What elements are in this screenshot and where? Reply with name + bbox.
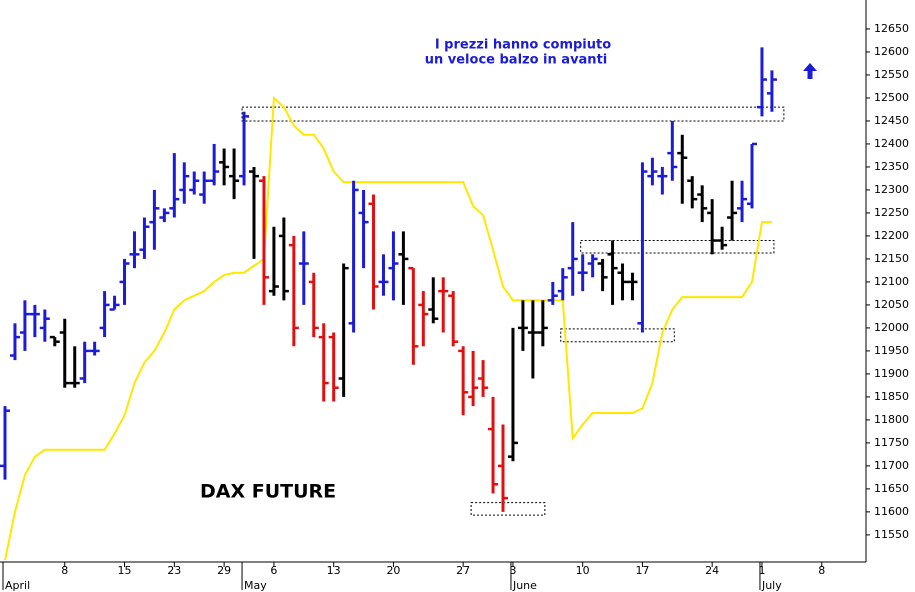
x-tick-label: 23 bbox=[167, 564, 181, 577]
chart-title: DAX FUTURE bbox=[200, 481, 336, 503]
y-tick-label: 12600 bbox=[874, 45, 909, 58]
x-tick-label: 10 bbox=[576, 564, 590, 577]
y-tick-label: 11650 bbox=[874, 482, 909, 495]
y-tick-label: 12350 bbox=[874, 160, 909, 173]
overlay-line bbox=[4, 95, 772, 561]
x-tick-label: 20 bbox=[386, 564, 400, 577]
y-tick-label: 12200 bbox=[874, 229, 909, 242]
x-tick-label: 15 bbox=[118, 564, 132, 577]
month-label: June bbox=[512, 579, 537, 592]
month-label: July bbox=[761, 579, 782, 592]
y-tick-label: 11550 bbox=[874, 528, 909, 541]
y-tick-label: 12000 bbox=[874, 321, 909, 334]
y-tick-label: 11800 bbox=[874, 413, 909, 426]
annotation: I prezzi hanno compiuto bbox=[435, 38, 611, 53]
month-label: April bbox=[5, 579, 30, 592]
y-tick-label: 11600 bbox=[874, 505, 909, 518]
y-tick-label: 12450 bbox=[874, 114, 909, 127]
y-tick-label: 11700 bbox=[874, 459, 909, 472]
y-tick-label: 12500 bbox=[874, 91, 909, 104]
price-zone bbox=[560, 328, 675, 343]
x-tick-label: 8 bbox=[61, 564, 68, 577]
price-zone bbox=[580, 240, 775, 254]
month-label: May bbox=[244, 579, 267, 592]
y-tick-label: 12250 bbox=[874, 206, 909, 219]
x-tick-label: 3 bbox=[509, 564, 516, 577]
up-arrow bbox=[803, 63, 817, 79]
annotation: un veloce balzo in avanti bbox=[425, 53, 608, 68]
y-tick-label: 12550 bbox=[874, 68, 909, 81]
x-tick-label: 8 bbox=[818, 564, 825, 577]
y-tick-label: 11950 bbox=[874, 344, 909, 357]
y-tick-label: 11900 bbox=[874, 367, 909, 380]
y-tick-label: 12050 bbox=[874, 298, 909, 311]
x-tick-label: 1 bbox=[758, 564, 765, 577]
x-tick-label: 27 bbox=[456, 564, 470, 577]
x-tick-label: 6 bbox=[270, 564, 277, 577]
x-tick-label: 29 bbox=[217, 564, 231, 577]
price-zone bbox=[241, 106, 785, 122]
x-tick-label: 17 bbox=[635, 564, 649, 577]
y-tick-label: 12100 bbox=[874, 275, 909, 288]
y-tick-label: 12300 bbox=[874, 183, 909, 196]
price-zone bbox=[470, 502, 546, 516]
y-tick-label: 11850 bbox=[874, 390, 909, 403]
x-tick-label: 13 bbox=[327, 564, 341, 577]
y-tick-label: 12400 bbox=[874, 137, 909, 150]
y-tick-label: 12650 bbox=[874, 22, 909, 35]
x-tick-label: 24 bbox=[705, 564, 719, 577]
y-tick-label: 12150 bbox=[874, 252, 909, 265]
y-tick-label: 11750 bbox=[874, 436, 909, 449]
